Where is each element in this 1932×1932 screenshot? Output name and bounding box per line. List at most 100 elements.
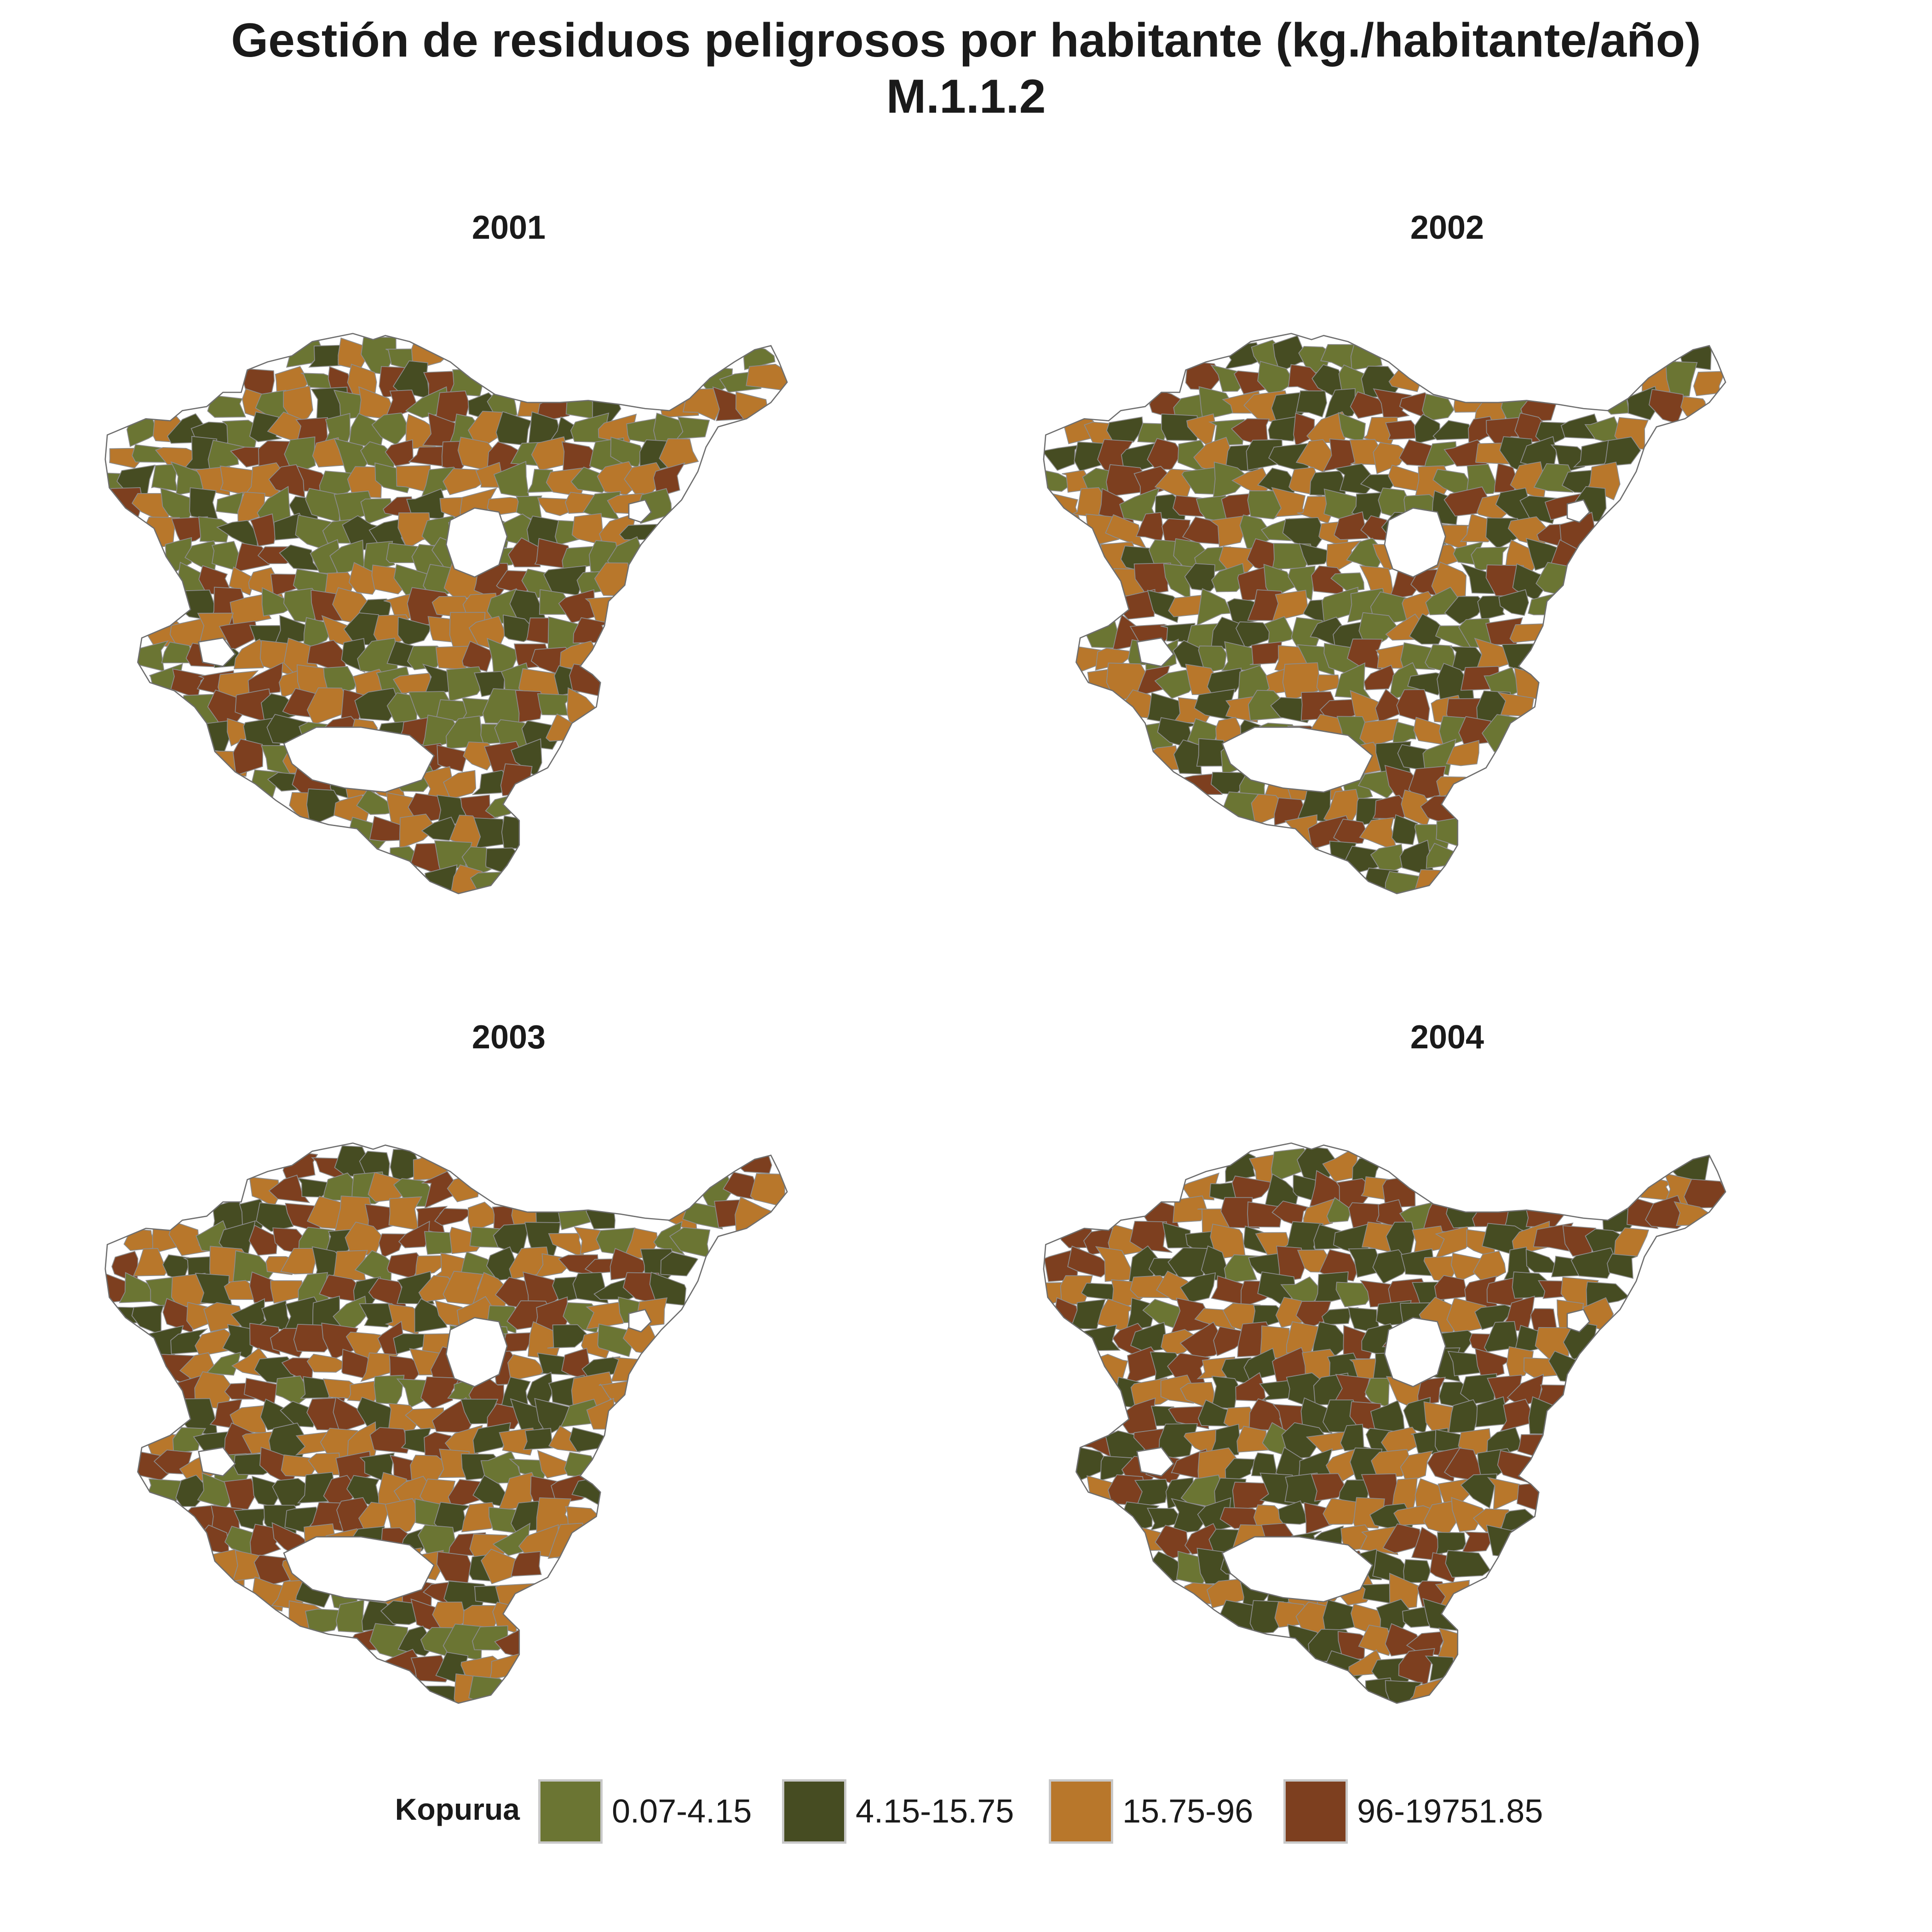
municipality-group-2004	[1043, 1144, 1726, 1703]
municipality	[1247, 748, 1282, 776]
municipality	[207, 395, 246, 418]
municipality	[268, 464, 305, 498]
municipality	[1525, 1248, 1556, 1273]
municipality	[1106, 416, 1144, 445]
map-subtitle: M.1.1.2	[886, 70, 1046, 123]
municipality	[470, 871, 510, 894]
municipality	[268, 1174, 310, 1203]
municipality	[249, 411, 282, 443]
municipality	[360, 747, 390, 770]
municipality	[523, 1428, 553, 1450]
municipality	[1409, 520, 1448, 545]
municipality	[653, 1220, 685, 1255]
municipality	[1602, 436, 1641, 467]
municipality	[189, 487, 219, 522]
municipality	[1220, 740, 1263, 776]
municipality	[232, 738, 264, 776]
municipality	[1127, 639, 1162, 666]
municipality	[315, 741, 339, 775]
municipality	[398, 1220, 430, 1248]
municipality	[564, 1452, 596, 1478]
municipality	[218, 621, 257, 651]
municipality	[1363, 664, 1395, 690]
municipality	[1403, 1559, 1431, 1583]
municipality	[547, 1324, 589, 1349]
municipality	[421, 816, 460, 841]
municipality	[1084, 613, 1119, 649]
municipality	[1533, 1222, 1574, 1252]
municipality	[385, 1498, 421, 1537]
municipality	[485, 794, 523, 818]
legend-label-0: 0.07-4.15	[612, 1793, 752, 1830]
municipality	[333, 1295, 368, 1334]
municipality	[1680, 396, 1712, 426]
legend-swatch-3	[1283, 1779, 1348, 1844]
municipality	[476, 1325, 510, 1360]
municipality	[1291, 617, 1323, 647]
municipality	[1294, 740, 1336, 777]
municipality	[464, 1351, 500, 1386]
municipality	[330, 1560, 369, 1584]
municipality	[1179, 1321, 1227, 1359]
municipality	[1196, 588, 1232, 626]
municipality	[1421, 393, 1455, 421]
municipality	[447, 521, 489, 550]
municipality	[1129, 1221, 1173, 1253]
municipality	[434, 1208, 473, 1226]
municipality	[1693, 371, 1726, 397]
municipality	[1289, 1530, 1322, 1558]
municipality	[1372, 1249, 1411, 1284]
municipality	[1276, 1245, 1305, 1283]
municipality	[421, 1171, 463, 1209]
municipality	[399, 813, 437, 849]
municipality	[282, 743, 322, 774]
municipality	[1314, 1525, 1344, 1560]
municipality	[385, 746, 420, 770]
municipality	[653, 462, 686, 498]
municipality	[126, 410, 159, 447]
municipality	[501, 815, 535, 849]
choropleth-map-2003	[104, 1142, 788, 1704]
municipality	[388, 1196, 423, 1231]
municipality	[1254, 1552, 1283, 1578]
municipality	[511, 1551, 542, 1577]
municipality	[1607, 1254, 1638, 1279]
municipality-group-2002	[1043, 335, 1726, 894]
municipality	[1268, 416, 1299, 442]
choropleth-map-2002	[1043, 333, 1726, 895]
municipality	[335, 1599, 365, 1633]
municipality	[1586, 1281, 1630, 1308]
municipality	[1683, 1179, 1726, 1209]
municipality	[131, 1305, 164, 1336]
municipality	[363, 540, 396, 574]
municipality	[1133, 563, 1171, 595]
municipality	[1613, 1227, 1650, 1259]
municipality	[1472, 1250, 1506, 1284]
municipality	[1385, 420, 1420, 440]
municipality	[1249, 641, 1282, 665]
municipality	[1211, 1375, 1239, 1409]
municipality	[1322, 738, 1362, 772]
municipality	[1296, 1556, 1337, 1585]
municipality	[1147, 438, 1183, 470]
municipality	[1340, 1424, 1370, 1452]
municipality	[306, 1556, 347, 1581]
municipality	[250, 513, 276, 547]
municipality	[360, 498, 392, 525]
municipality	[123, 1228, 158, 1251]
municipality	[447, 1171, 480, 1202]
municipality	[1466, 464, 1498, 495]
municipality	[306, 1353, 349, 1373]
municipality	[1333, 818, 1367, 845]
municipality	[443, 770, 477, 800]
municipality	[385, 439, 414, 466]
choropleth-map-2004	[1043, 1142, 1726, 1704]
municipality	[1382, 1523, 1422, 1553]
municipality	[1295, 390, 1328, 418]
municipality	[1324, 388, 1356, 419]
municipality	[1155, 1524, 1191, 1559]
municipality	[354, 688, 400, 721]
municipality	[247, 662, 283, 696]
municipality-group-2001	[105, 335, 788, 894]
municipality	[248, 1225, 278, 1256]
